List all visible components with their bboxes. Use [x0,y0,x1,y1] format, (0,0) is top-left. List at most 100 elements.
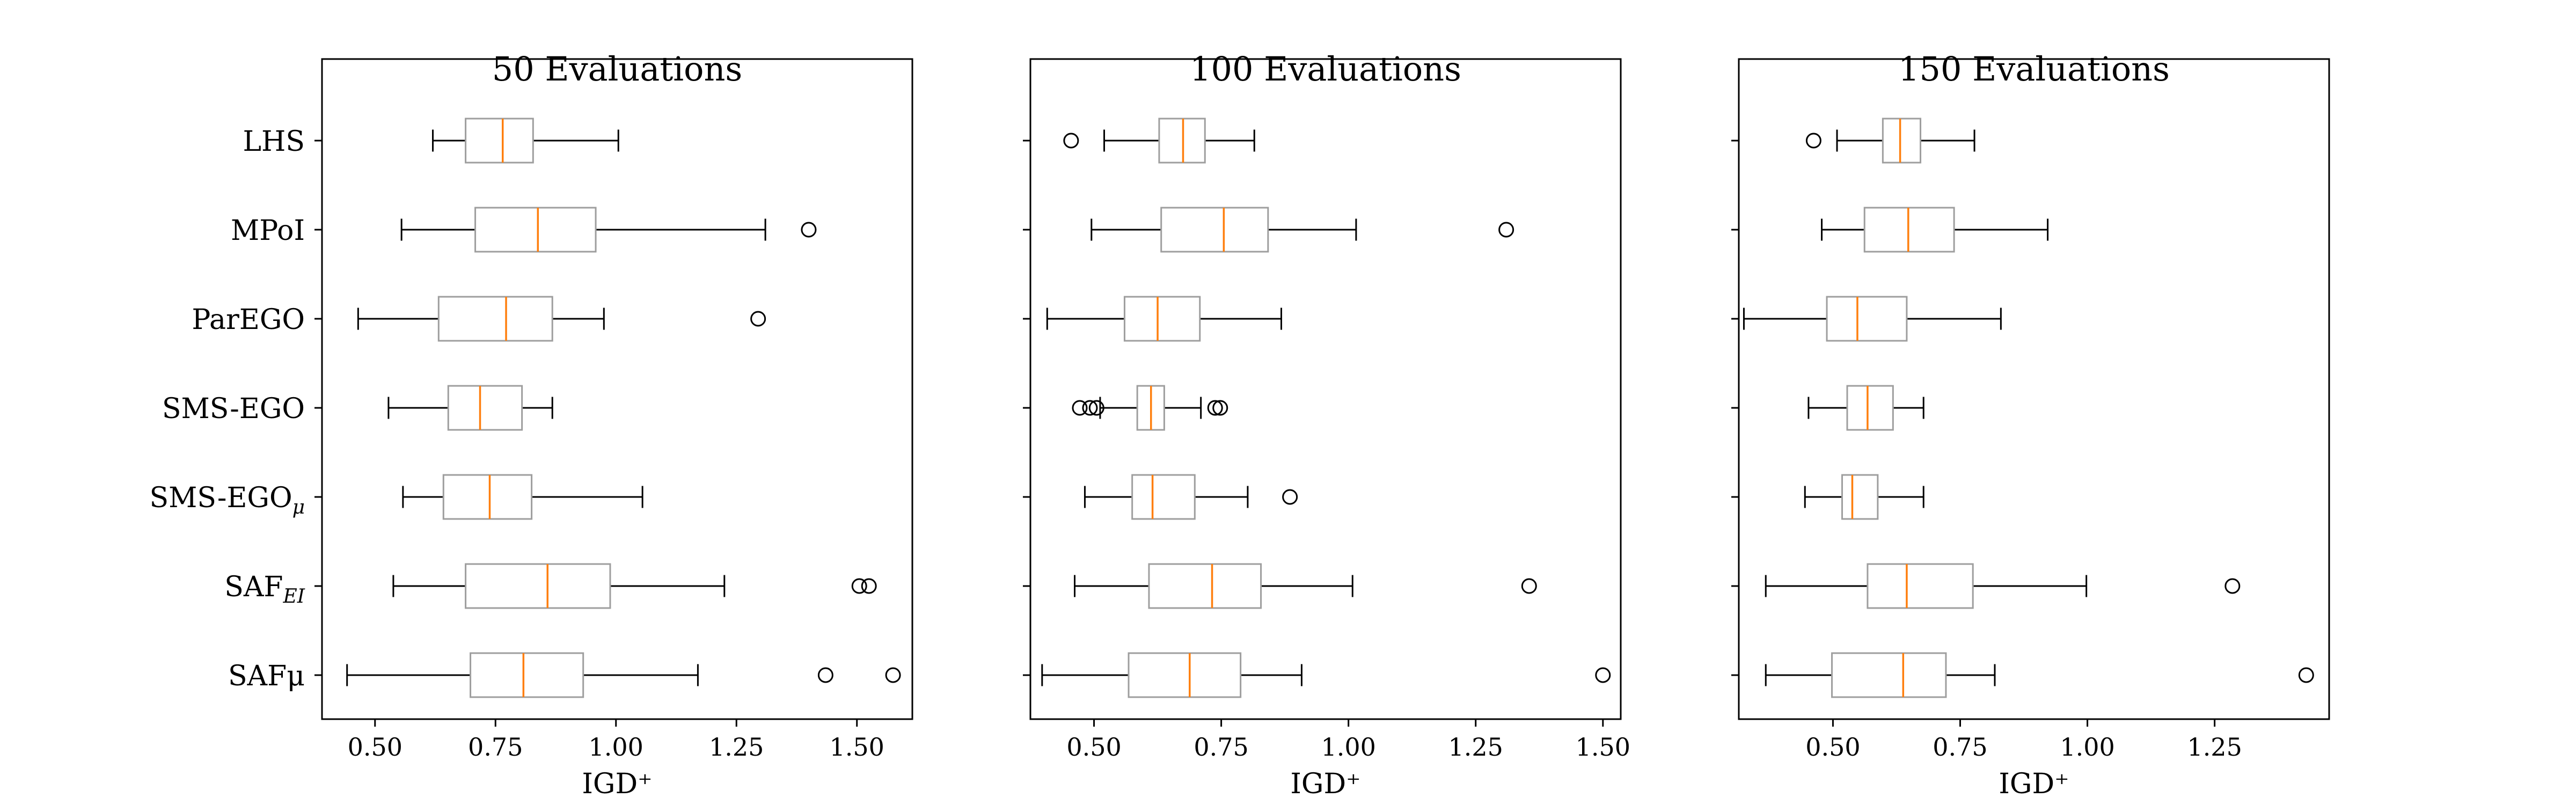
box-SMS-EGOμ [314,474,643,520]
x-axis-label: IGD⁺ [1999,768,2069,800]
iqr-box [1148,563,1262,609]
outlier-point [1063,133,1079,149]
y-tick-label: SAFμ [228,660,305,692]
x-axis-label: IGD⁺ [1290,768,1360,800]
y-tick-label: ParEGO [192,304,305,336]
box-SAFμ [1023,652,1611,698]
panel-title: 150 Evaluations [1898,49,2170,89]
y-tick-label: LHS [243,126,305,158]
box-MPoI [1023,207,1514,253]
iqr-box [1131,474,1196,520]
box-LHS [314,118,619,164]
iqr-box [1841,474,1879,520]
outlier-point [1282,489,1298,505]
x-axis-label: IGD⁺ [582,768,652,800]
box-SMS-EGO [1023,385,1228,431]
iqr-box [1160,207,1269,253]
outlier-point [885,667,901,683]
x-tick-label: 1.25 [709,733,764,762]
x-tick-label: 0.75 [1194,733,1248,762]
box-SAF_EI [1023,563,1537,609]
x-tick-label: 1.50 [830,733,884,762]
x-tick-label: 0.75 [468,733,523,762]
plot-frame [321,58,913,720]
y-tick-label-main: LHS [243,126,305,158]
box-LHS [1731,118,1975,164]
iqr-box [470,652,584,698]
panel-title: 50 Evaluations [492,49,742,89]
iqr-box [1826,296,1908,342]
box-SAFμ [1731,652,2314,698]
panel-title: 100 Evaluations [1190,49,1461,89]
y-tick-label-main: SMS-EGO [150,482,292,514]
x-tick-label: 1.50 [1576,733,1630,762]
outlier-point [1521,578,1537,594]
y-tick-label-main: ParEGO [192,304,305,336]
outlier-point [1805,133,1821,149]
x-tick-label: 1.00 [1321,733,1375,762]
box-SMS-EGOμ [1023,474,1298,520]
x-tick-label: 0.50 [1066,733,1121,762]
y-tick-label: SAFEI [224,571,305,608]
box-SAF_EI [1731,563,2241,609]
iqr-box [465,563,611,609]
box-MPoI [314,207,817,253]
y-tick-label-main: SAF [224,571,283,603]
iqr-box [1123,296,1201,342]
box-LHS [1023,118,1255,164]
box-SAFμ [314,652,901,698]
outlier-point [851,578,867,594]
box-MPoI [1731,207,2049,253]
outlier-point [750,311,766,327]
panel-3: 150 Evaluations 0.50 0.75 1.00 1.25 IGD⁺ [1731,49,2330,800]
box-ParEGO [1023,296,1282,342]
x-tick-label: 0.50 [348,733,402,762]
box-ParEGO [1731,296,2002,342]
outlier-point [1088,400,1104,416]
y-tick-label: SMS-EGO [162,393,305,425]
y-tick-label-subscript: EI [283,586,305,608]
box-SMS-EGO [314,385,553,431]
panel-2: 100 Evaluations 0.50 0.75 1.00 1.25 1.50 IGD⁺ [1023,49,1630,800]
iqr-box [465,118,534,164]
iqr-box [1846,385,1894,431]
iqr-box [1882,118,1922,164]
plot-frame [1029,58,1622,720]
outlier-point [1595,667,1611,683]
y-tick-label-main: MPoI [231,215,305,247]
outlier-point [1498,222,1514,238]
y-tick-label: SMS-EGOμ [150,482,305,518]
iqr-box [437,296,553,342]
y-tick-label-main: SAFμ [228,660,305,692]
iqr-box [1863,207,1955,253]
y-tick-label-subscript: μ [292,496,305,518]
iqr-box [442,474,533,520]
outlier-point [2224,578,2241,594]
outlier-point [1212,400,1228,416]
plot-frame [1738,58,2330,720]
x-tick-label: 1.00 [2060,733,2114,762]
outlier-point [861,578,877,594]
box-SAF_EI [314,563,877,609]
outlier-point [1082,400,1098,416]
box-SMS-EGOμ [1731,474,1924,520]
outlier-point [1207,400,1223,416]
x-tick-label: 0.75 [1933,733,1987,762]
x-tick-label: 1.25 [1448,733,1503,762]
outlier-point [2298,667,2314,683]
y-tick-label-main: SMS-EGO [162,393,305,425]
iqr-box [447,385,523,431]
outlier-point [817,667,833,683]
iqr-box [1867,563,1974,609]
iqr-box [474,207,597,253]
box-SMS-EGO [1731,385,1924,431]
panel-1: 50 Evaluations 0.50 0.75 1.00 1.25 1.50 IGD⁺ [314,49,913,800]
box-ParEGO [314,296,766,342]
x-tick-label: 1.00 [589,733,643,762]
outlier-point [1072,400,1088,416]
iqr-box [1128,652,1242,698]
outlier-point [801,222,817,238]
x-tick-label: 0.50 [1805,733,1860,762]
